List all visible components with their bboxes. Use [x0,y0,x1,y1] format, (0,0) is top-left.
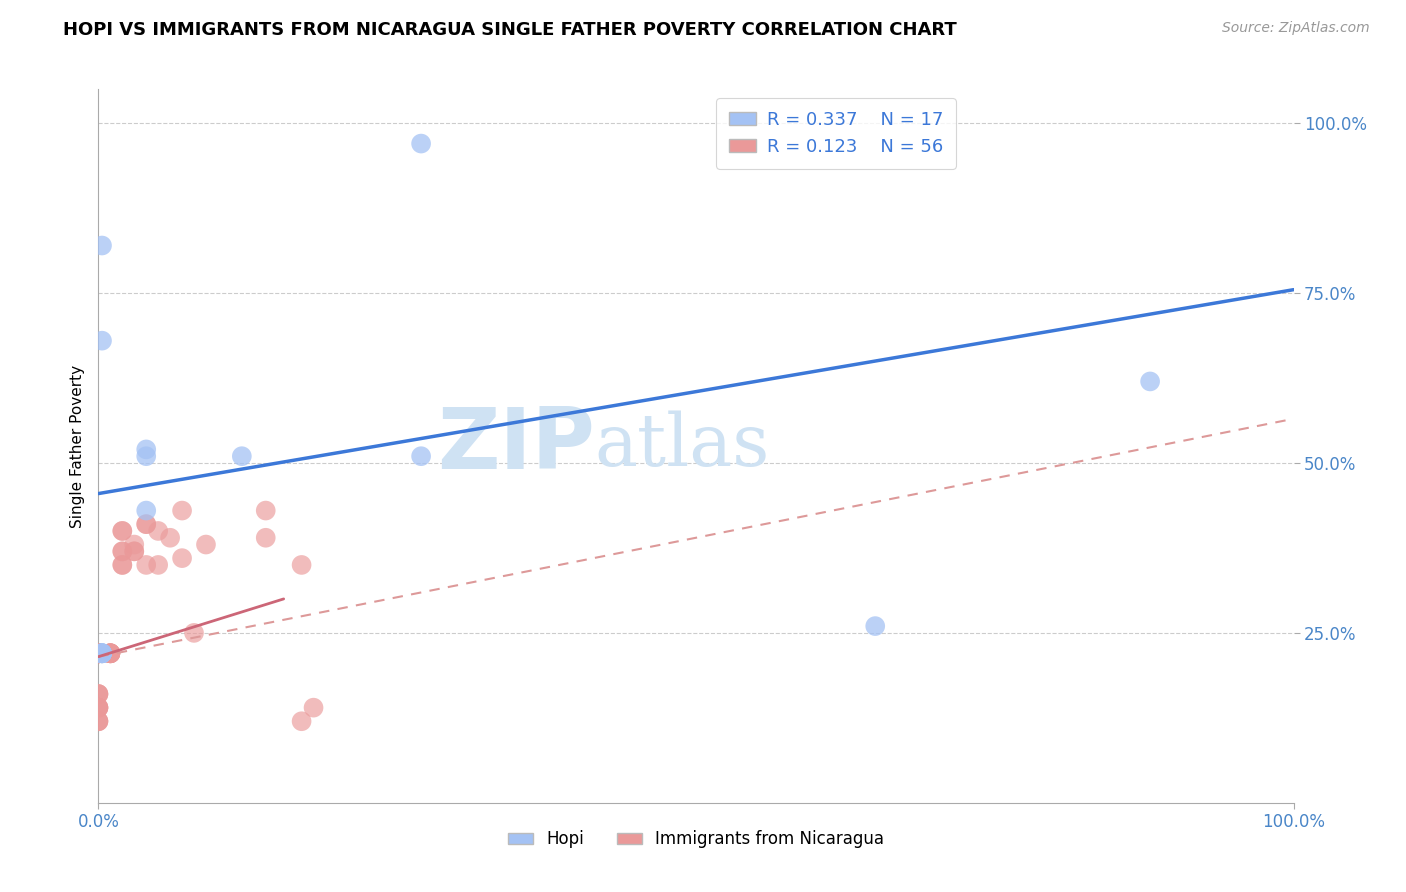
Legend: Hopi, Immigrants from Nicaragua: Hopi, Immigrants from Nicaragua [501,824,891,855]
Point [135,442,157,457]
Point [135,503,157,517]
Point [291,714,314,729]
Point [98,646,122,660]
Point [87,646,110,660]
Point [87,646,110,660]
Point [195,537,218,551]
Point [148,524,170,538]
Point [87,687,110,701]
Point [87,714,110,729]
Point [302,700,325,714]
Point [91,334,114,348]
Point [91,646,114,660]
Point [159,531,181,545]
Point [111,558,134,572]
Point [87,646,110,660]
Point [91,646,114,660]
Point [111,544,134,558]
Point [98,646,122,660]
Point [135,449,157,463]
Point [135,517,157,532]
Point [87,700,110,714]
Point [91,238,114,252]
Point [91,646,114,660]
Point [87,700,110,714]
Point [865,619,887,633]
Point [254,503,277,517]
Point [87,646,110,660]
Point [411,449,433,463]
Point [87,646,110,660]
Point [1139,375,1161,389]
Point [111,558,134,572]
Point [91,646,114,660]
Point [111,524,134,538]
Text: atlas: atlas [595,410,769,482]
Point [124,544,146,558]
Point [254,531,277,545]
Point [87,687,110,701]
Point [98,646,122,660]
Point [87,714,110,729]
Point [135,517,157,532]
Point [87,646,110,660]
Point [172,551,194,566]
Text: Source: ZipAtlas.com: Source: ZipAtlas.com [1222,21,1369,36]
Point [98,646,122,660]
Point [135,558,157,572]
Point [172,503,194,517]
Point [183,626,205,640]
Point [87,646,110,660]
Point [124,537,146,551]
Point [111,544,134,558]
Point [411,136,433,151]
Point [87,700,110,714]
Point [91,646,114,660]
Point [87,646,110,660]
Point [87,646,110,660]
Point [87,700,110,714]
Point [87,646,110,660]
Text: HOPI VS IMMIGRANTS FROM NICARAGUA SINGLE FATHER POVERTY CORRELATION CHART: HOPI VS IMMIGRANTS FROM NICARAGUA SINGLE… [63,21,957,39]
Point [87,646,110,660]
Point [231,449,253,463]
Point [87,646,110,660]
Point [98,646,122,660]
Point [87,646,110,660]
Point [98,646,122,660]
Point [91,646,114,660]
Point [87,687,110,701]
Point [124,544,146,558]
Y-axis label: Single Father Poverty: Single Father Poverty [69,365,84,527]
Text: ZIP: ZIP [437,404,595,488]
Point [87,646,110,660]
Point [98,646,122,660]
Point [111,524,134,538]
Point [291,558,314,572]
Point [91,646,114,660]
Point [87,646,110,660]
Point [148,558,170,572]
Point [87,714,110,729]
